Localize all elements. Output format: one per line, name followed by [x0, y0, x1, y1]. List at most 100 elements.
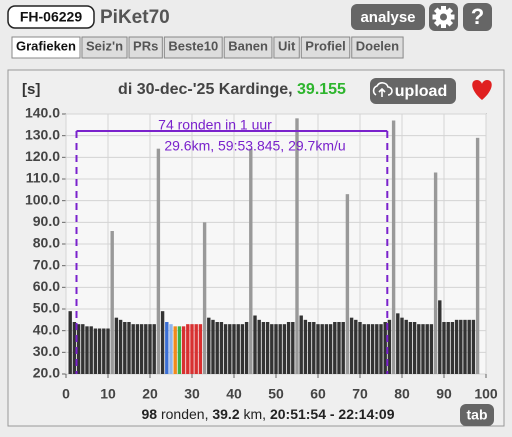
- bar: [328, 324, 333, 374]
- bar: [177, 326, 182, 374]
- bar: [362, 324, 366, 374]
- tab[interactable]: [81, 36, 128, 59]
- favorite-heart[interactable]: [472, 80, 492, 100]
- footer: 98 ronden, 39.2 km, 20:51:54 - 22:14:09: [142, 406, 395, 422]
- x-tick-label: 40: [226, 386, 242, 402]
- tab-label[interactable]: Profiel: [305, 38, 345, 53]
- bar: [442, 322, 446, 374]
- bar: [190, 324, 194, 374]
- bar: [320, 324, 324, 374]
- analyse-label[interactable]: analyse: [360, 9, 415, 26]
- tab[interactable]: [163, 36, 223, 59]
- badge-box: [7, 5, 95, 29]
- bar: [400, 317, 404, 374]
- bar: [181, 326, 186, 374]
- bar: [253, 315, 257, 374]
- bar: [278, 324, 282, 374]
- tab-label[interactable]: Grafieken: [16, 38, 76, 53]
- bar: [396, 313, 400, 374]
- bar: [76, 324, 81, 374]
- bar: [475, 137, 480, 374]
- bar: [173, 326, 177, 374]
- y-tick-label: 80.0: [33, 235, 60, 251]
- bar: [433, 172, 438, 374]
- y-tick-label: 110.0: [26, 170, 60, 186]
- bar: [312, 322, 316, 374]
- bar: [219, 322, 224, 374]
- bar: [354, 319, 358, 374]
- tab-label[interactable]: Banen: [228, 38, 268, 53]
- bar: [93, 328, 98, 374]
- tab-label[interactable]: Seiz'n: [86, 38, 123, 53]
- bar: [165, 322, 169, 374]
- bar: [274, 324, 278, 374]
- x-tick-label: 100: [474, 386, 498, 402]
- analyse-button[interactable]: [351, 4, 425, 30]
- bar: [337, 322, 341, 374]
- footer-part: 39.2: [212, 406, 239, 422]
- bar: [257, 319, 261, 374]
- upload-label[interactable]: upload: [395, 83, 447, 100]
- x-tick-label: 10: [100, 386, 116, 402]
- chart-title: di 30-dec-'25 Kardinge, 39.155: [118, 81, 346, 98]
- bar: [383, 322, 387, 374]
- bar: [89, 326, 93, 374]
- title-text: di 30-dec-'25 Kardinge,: [118, 81, 297, 98]
- bar: [81, 324, 85, 374]
- bar: [118, 319, 123, 374]
- bar: [139, 324, 144, 374]
- bar: [307, 322, 312, 374]
- bar: [232, 324, 236, 374]
- y-tick-label: 50.0: [33, 300, 60, 316]
- tab[interactable]: [300, 36, 351, 59]
- upload-button[interactable]: [370, 78, 456, 104]
- bar: [265, 322, 270, 374]
- tab-label[interactable]: Beste10: [168, 38, 218, 53]
- bar: [114, 317, 119, 374]
- bar: [198, 324, 203, 374]
- tab[interactable]: [273, 36, 300, 59]
- y-tick-label: 30.0: [33, 343, 60, 359]
- tab-bar: Grafieken Seiz'n PRs Beste10 Banen Uit Profiel…: [11, 36, 404, 59]
- bar: [349, 317, 354, 374]
- tab[interactable]: [11, 36, 81, 59]
- tab[interactable]: [351, 36, 404, 59]
- x-tick-label: 70: [352, 386, 368, 402]
- app-title: PiKet70: [100, 7, 170, 28]
- x-tick-label: 80: [394, 386, 410, 402]
- tab[interactable]: [223, 36, 273, 59]
- annotation: 29.6km, 59:53.845, 29.7km/u: [164, 138, 345, 154]
- x-tick-label: 50: [268, 386, 284, 402]
- bar: [286, 322, 291, 374]
- tab-label[interactable]: Doelen: [356, 38, 399, 53]
- bar: [387, 319, 392, 374]
- bar: [131, 324, 135, 374]
- bar: [291, 322, 295, 374]
- bar: [404, 319, 408, 374]
- tab-button[interactable]: [460, 404, 494, 426]
- bar: [459, 319, 463, 374]
- bar: [421, 324, 425, 374]
- tab[interactable]: [128, 36, 163, 59]
- bar: [333, 322, 337, 374]
- bar: [249, 148, 253, 374]
- help-button[interactable]: [463, 3, 492, 31]
- tab-label[interactable]: PRs: [133, 38, 158, 53]
- bar: [215, 322, 219, 374]
- tab-button-label[interactable]: tab: [467, 407, 488, 423]
- tab-label[interactable]: Uit: [278, 38, 296, 53]
- footer-part: km,: [240, 406, 270, 422]
- help-label[interactable]: ?: [471, 4, 484, 29]
- footer-part: 98: [142, 406, 158, 422]
- upload-icon[interactable]: [372, 82, 393, 97]
- gear-icon[interactable]: [432, 6, 455, 28]
- bar: [295, 118, 299, 374]
- bar: [450, 322, 455, 374]
- bar: [467, 319, 471, 374]
- bar: [358, 322, 362, 374]
- bar: [425, 324, 429, 374]
- bar: [282, 324, 287, 374]
- bar: [106, 328, 110, 374]
- bar: [123, 322, 127, 374]
